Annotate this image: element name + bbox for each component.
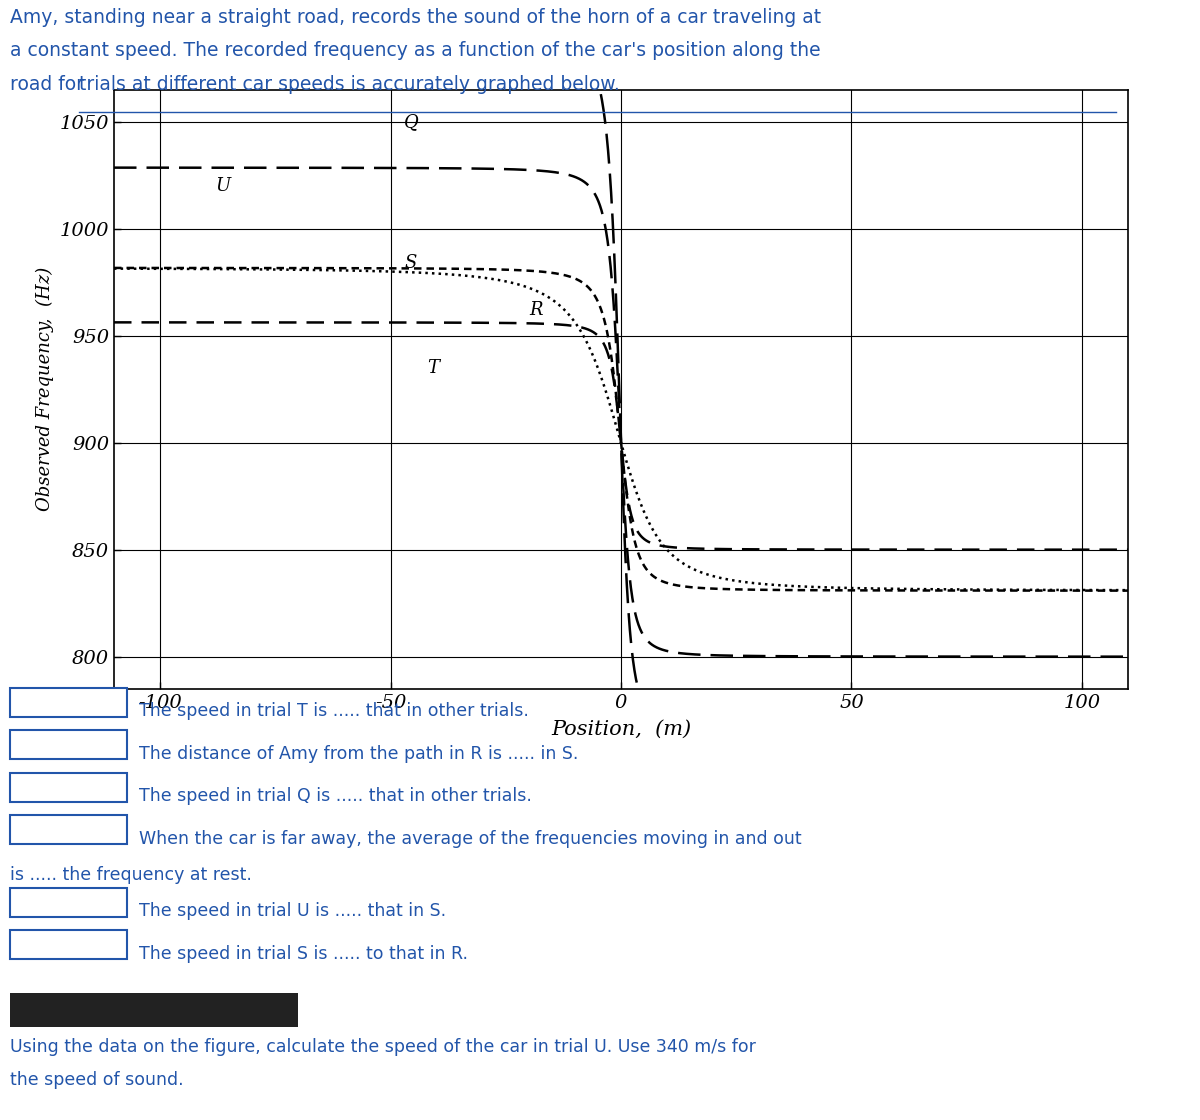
X-axis label: Position,  (m): Position, (m) bbox=[551, 720, 691, 739]
Text: U: U bbox=[216, 177, 230, 195]
Text: T: T bbox=[427, 358, 439, 376]
Text: v: v bbox=[115, 696, 122, 709]
Text: road for: road for bbox=[10, 75, 90, 94]
Text: R: R bbox=[529, 301, 542, 319]
Text: The distance of Amy from the path in R is ..... in S.: The distance of Amy from the path in R i… bbox=[139, 745, 578, 763]
Text: S: S bbox=[404, 254, 416, 272]
Text: The speed in trial Q is ..... that in other trials.: The speed in trial Q is ..... that in ot… bbox=[139, 787, 532, 805]
Text: v: v bbox=[115, 939, 122, 951]
Text: v: v bbox=[115, 781, 122, 794]
Text: trials at different car speeds is accurately graphed below.: trials at different car speeds is accura… bbox=[79, 75, 620, 94]
Text: When the car is far away, the average of the frequencies moving in and out: When the car is far away, the average of… bbox=[139, 830, 802, 848]
Text: the speed of sound.: the speed of sound. bbox=[10, 1072, 184, 1090]
Text: Using the data on the figure, calculate the speed of the car in trial U. Use 340: Using the data on the figure, calculate … bbox=[10, 1038, 756, 1056]
Text: The speed in trial T is ..... that in other trials.: The speed in trial T is ..... that in ot… bbox=[139, 702, 529, 720]
Text: v: v bbox=[115, 823, 122, 837]
Text: Q: Q bbox=[404, 113, 419, 131]
Text: is ..... the frequency at rest.: is ..... the frequency at rest. bbox=[10, 866, 252, 884]
Text: The speed in trial U is ..... that in S.: The speed in trial U is ..... that in S. bbox=[139, 903, 446, 921]
Text: The speed in trial S is ..... to that in R.: The speed in trial S is ..... to that in… bbox=[139, 945, 468, 963]
Text: v: v bbox=[115, 738, 122, 752]
Y-axis label: Observed Frequency,  (Hz): Observed Frequency, (Hz) bbox=[36, 267, 54, 512]
Text: Amy, standing near a straight road, records the sound of the horn of a car trave: Amy, standing near a straight road, reco… bbox=[10, 8, 821, 27]
Text: Submit    Tim  0/12: Submit Tim 0/12 bbox=[18, 1004, 137, 1016]
Text: v: v bbox=[115, 896, 122, 908]
Text: a constant speed. The recorded frequency as a function of the car's position alo: a constant speed. The recorded frequency… bbox=[10, 41, 821, 60]
